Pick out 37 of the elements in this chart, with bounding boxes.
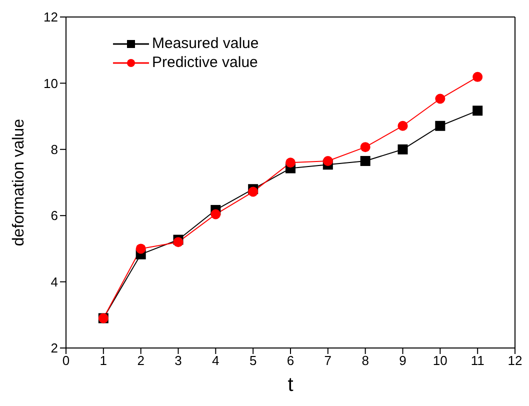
x-tick-label: 6 [286,353,294,368]
point [248,186,258,197]
legend-label: Measured value [152,34,259,53]
point [136,244,146,254]
point [398,120,408,131]
point [360,156,370,166]
x-axis-title: t [288,374,294,396]
legend-label: Predictive value [152,53,258,72]
point [322,156,333,166]
y-tick-label: 12 [44,10,58,25]
point [173,237,184,248]
y-tick-label: 2 [50,340,58,356]
y-axis-title: deformation value [10,118,28,246]
point [210,209,221,220]
point [472,72,483,82]
x-tick-label: 12 [508,353,522,368]
point [286,158,296,168]
y-tick-label: 6 [50,208,58,224]
x-tick-label: 8 [362,353,369,368]
x-tick-label: 2 [137,353,144,368]
x-tick-label: 3 [174,353,182,368]
point [435,94,446,104]
x-tick-label: 1 [100,353,108,368]
y-tick-label: 4 [50,274,58,290]
x-tick-label: 11 [470,353,484,368]
y-tick-label: 8 [50,142,58,158]
x-tick-label: 5 [249,353,257,368]
x-tick-label: 9 [399,353,406,368]
x-tick-label: 10 [432,353,448,368]
x-tick-label: 4 [212,353,220,368]
point [360,142,370,152]
point [435,120,446,131]
point [398,144,408,154]
x-tick-label: 7 [324,353,332,368]
point [472,106,483,116]
x-tick-label: 0 [62,353,70,368]
y-tick-label: 10 [44,76,58,91]
